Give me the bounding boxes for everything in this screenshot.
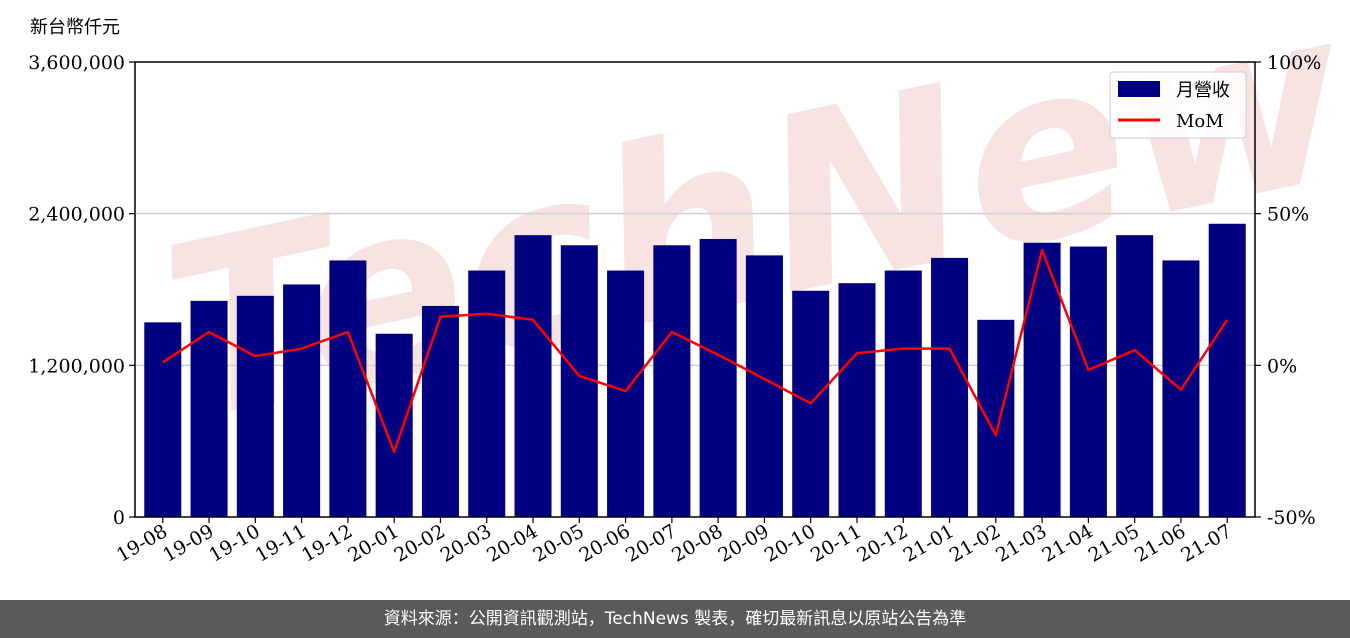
x-tick-label: 21-01 — [900, 520, 958, 566]
y-left-tick-label: 0 — [113, 507, 125, 529]
x-tick-label: 21-03 — [992, 520, 1050, 566]
x-tick-label: 19-09 — [159, 520, 217, 566]
x-tick-label: 21-07 — [1177, 520, 1235, 566]
x-tick-label: 19-11 — [252, 520, 310, 566]
x-tick-label: 20-01 — [344, 520, 402, 566]
x-tick-label: 20-02 — [391, 520, 449, 566]
x-tick-label: 20-07 — [622, 520, 680, 566]
legend-bar-label: 月營收 — [1176, 80, 1230, 101]
bar-20-01 — [375, 333, 413, 517]
source-footer: 資料來源：公開資訊觀測站，TechNews 製表，確切最新訊息以原站公告為準 — [0, 600, 1350, 638]
bar-20-12 — [884, 270, 922, 517]
y-right-tick-label: -50% — [1267, 507, 1316, 529]
bar-19-08 — [144, 322, 182, 517]
y-left-tick-label: 3,600,000 — [28, 52, 125, 74]
x-tick-label: 19-12 — [298, 520, 356, 566]
x-tick-label: 20-03 — [437, 520, 495, 566]
bar-20-03 — [468, 270, 506, 517]
legend-line-label: MoM — [1176, 111, 1224, 132]
x-tick-label: 21-06 — [1131, 520, 1189, 566]
bar-20-07 — [653, 245, 691, 517]
bar-21-04 — [1069, 246, 1107, 517]
bar-21-01 — [931, 257, 969, 517]
bar-20-08 — [699, 238, 737, 517]
bar-21-07 — [1208, 223, 1246, 517]
x-tick-label: 20-05 — [529, 520, 587, 566]
x-tick-label: 20-10 — [761, 520, 819, 566]
legend: 月營收 MoM — [1109, 71, 1247, 139]
x-tick-label: 21-04 — [1038, 520, 1096, 566]
bar-20-11 — [838, 283, 876, 517]
bar-series — [144, 223, 1246, 517]
x-tick-label: 20-12 — [853, 520, 911, 566]
y-right-tick-label: 50% — [1267, 204, 1309, 226]
bar-19-12 — [329, 260, 367, 517]
x-tick-label: 20-08 — [668, 520, 726, 566]
x-tick-label: 21-02 — [946, 520, 1004, 566]
bar-19-09 — [190, 300, 228, 517]
bar-19-10 — [236, 295, 274, 517]
x-tick-label: 20-09 — [714, 520, 772, 566]
revenue-chart: TechNews 01,200,0002,400,0003,600,000-50… — [28, 0, 1350, 567]
bar-20-06 — [607, 270, 645, 517]
y-right-tick-label: 0% — [1267, 355, 1297, 377]
bar-21-03 — [1023, 242, 1061, 517]
y-left-tick-label: 1,200,000 — [28, 355, 125, 377]
x-tick-label: 20-11 — [807, 520, 865, 566]
y-left-tick-label: 2,400,000 — [28, 204, 125, 226]
y-right-tick-label: 100% — [1267, 52, 1321, 74]
bar-19-11 — [283, 284, 321, 517]
bar-20-02 — [421, 305, 459, 517]
gridlines — [135, 212, 1255, 367]
x-tick-label: 19-10 — [205, 520, 263, 566]
mom-series — [162, 248, 1229, 454]
x-tick-label: 20-04 — [483, 520, 541, 566]
y-unit-label: 新台幣仟元 — [30, 17, 120, 38]
mom-line — [162, 248, 1229, 454]
x-tick-label: 21-05 — [1085, 520, 1143, 566]
x-tick-label: 20-06 — [576, 520, 634, 566]
legend-bar-swatch — [1118, 81, 1160, 97]
bar-21-02 — [977, 319, 1015, 517]
bar-21-05 — [1116, 235, 1154, 517]
bar-20-04 — [514, 235, 552, 517]
plot-frame — [134, 61, 1256, 518]
